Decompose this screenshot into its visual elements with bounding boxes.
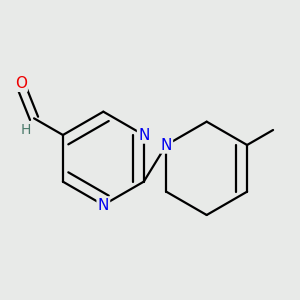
Text: N: N xyxy=(160,137,172,152)
Text: O: O xyxy=(15,76,27,91)
Text: H: H xyxy=(20,123,31,137)
Text: N: N xyxy=(138,128,149,142)
Text: N: N xyxy=(98,197,109,212)
